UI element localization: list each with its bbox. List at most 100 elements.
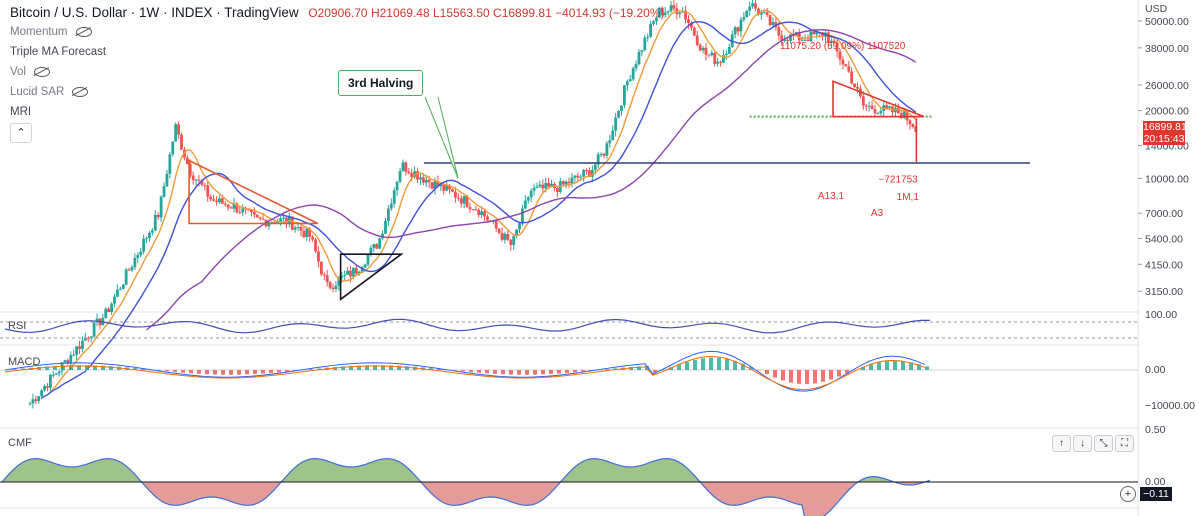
candle — [480, 211, 484, 216]
candle — [789, 34, 792, 41]
y-tick-label: 5400.00 — [1145, 234, 1183, 246]
price-pane[interactable]: 11075.20 (59.09%) 1107520 −721753 1M,1 A3 A1… — [28, 0, 1030, 409]
candle — [110, 303, 113, 313]
candle — [710, 52, 714, 56]
candle — [247, 209, 250, 211]
candle — [751, 3, 755, 7]
indicator-vol[interactable]: Vol — [10, 66, 50, 78]
candle — [174, 124, 178, 142]
macd-histogram-bar — [405, 366, 409, 370]
candle — [506, 233, 510, 240]
candle — [515, 229, 518, 236]
candle — [646, 36, 650, 38]
candle — [372, 244, 376, 248]
candle — [602, 153, 606, 156]
macd-pane[interactable]: 0.00 −10000.00 — [0, 350, 1195, 412]
candle — [270, 222, 274, 224]
macd-histogram-bar — [69, 365, 73, 370]
candle — [436, 181, 440, 187]
candle — [541, 184, 545, 189]
candle — [188, 164, 192, 176]
move-pane-down-button[interactable]: ↓ — [1073, 435, 1092, 452]
candle — [512, 235, 516, 245]
macd-histogram-bar — [381, 365, 385, 370]
candle — [663, 12, 667, 16]
rsi-pane[interactable]: 100.00 — [0, 309, 1177, 339]
macd-histogram-bar — [701, 358, 705, 370]
indicator-momentum[interactable]: Momentum — [10, 26, 92, 38]
macd-histogram-bar — [773, 370, 777, 378]
candle — [861, 96, 865, 106]
candle — [401, 162, 405, 172]
candle — [494, 220, 498, 229]
candle — [153, 214, 157, 231]
halving-annotation[interactable]: 3rd Halving — [338, 70, 424, 96]
y-tick-label: 20000.00 — [1145, 106, 1189, 118]
candle — [322, 274, 326, 276]
macd-histogram-bar — [213, 370, 217, 375]
y-tick-label: 3150.00 — [1145, 286, 1183, 298]
collapse-indicators-button[interactable]: ⌃ — [10, 123, 32, 143]
candle — [870, 105, 874, 110]
y-tick-label: 0.00 — [1145, 364, 1166, 376]
candle — [282, 217, 285, 219]
eye-hidden-icon[interactable] — [34, 66, 50, 77]
collapse-pane-button[interactable]: ⤡ — [1094, 435, 1113, 452]
projection-label: −721753 — [878, 174, 918, 185]
candle — [867, 105, 871, 107]
candle — [296, 226, 300, 228]
candle — [500, 232, 504, 240]
target-label: 11075.20 (59.09%) 1107520 — [780, 41, 906, 52]
cmf-last-value: −0.11 — [1140, 487, 1172, 501]
macd-histogram-bar — [309, 369, 313, 370]
indicator-label: Momentum — [10, 26, 68, 38]
candle — [285, 217, 288, 224]
eye-hidden-icon[interactable] — [75, 26, 92, 37]
candle — [468, 207, 472, 210]
macd-histogram-bar — [349, 365, 353, 370]
candle — [716, 61, 720, 64]
macd-histogram-bar — [397, 365, 401, 370]
indicator-mri[interactable]: MRI — [10, 106, 31, 118]
candle — [113, 296, 116, 304]
candle — [579, 176, 583, 178]
candle — [314, 239, 317, 252]
candle — [48, 374, 52, 388]
macd-histogram-bar — [749, 366, 753, 370]
macd-histogram-bar — [893, 360, 897, 370]
candle — [765, 12, 769, 15]
cmf-pane[interactable]: 0.50 0.00 — [0, 424, 1166, 516]
candle — [34, 399, 38, 402]
candle — [555, 188, 559, 193]
candle — [86, 338, 90, 340]
candle — [439, 184, 443, 187]
candle — [497, 228, 501, 233]
move-pane-up-button[interactable]: ↑ — [1052, 435, 1071, 452]
indicator-label: Lucid SAR — [10, 86, 65, 98]
macd-histogram-bar — [757, 370, 761, 371]
indicator-lucid-sar[interactable]: Lucid SAR — [10, 86, 89, 98]
candle — [369, 247, 373, 255]
macd-histogram-bar — [373, 365, 377, 370]
macd-histogram-bar — [917, 364, 921, 370]
indicator-triple-ma[interactable]: Triple MA Forecast — [10, 46, 106, 58]
candle — [826, 32, 830, 43]
add-icon[interactable]: + — [1120, 486, 1136, 502]
macd-histogram-bar — [245, 370, 249, 375]
macd-histogram-bar — [765, 370, 769, 375]
macd-histogram-bar — [645, 365, 649, 370]
candle — [130, 267, 134, 271]
macd-histogram-bar — [925, 366, 929, 370]
candle — [317, 251, 320, 262]
candle — [121, 284, 125, 289]
macd-histogram-bar — [261, 370, 265, 374]
candle — [529, 190, 533, 198]
macd-histogram-bar — [181, 370, 185, 373]
rsi-title: RSI — [8, 320, 27, 332]
eye-hidden-icon[interactable] — [72, 86, 89, 97]
macd-histogram-bar — [797, 370, 801, 384]
macd-histogram-bar — [21, 368, 25, 370]
macd-histogram-bar — [221, 370, 225, 375]
maximize-pane-button[interactable]: ⛶ — [1115, 435, 1134, 452]
